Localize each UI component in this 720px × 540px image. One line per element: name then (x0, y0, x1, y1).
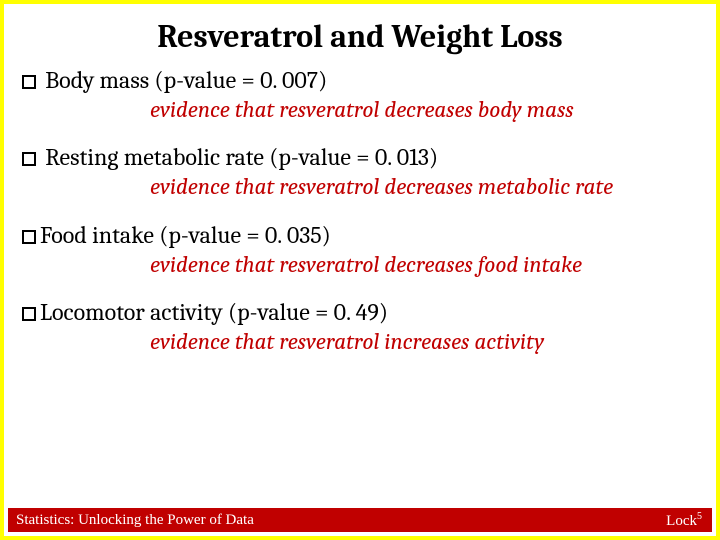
heading-text: Body mass (p-value = 0. 007) (40, 66, 327, 94)
slide-container: Resveratrol and Weight Loss Body mass (p… (0, 0, 720, 540)
square-bullet-icon (22, 152, 36, 166)
slide-title: Resveratrol and Weight Loss (4, 4, 716, 65)
content-area: Body mass (p-value = 0. 007) evidence th… (4, 65, 716, 357)
footer-right-base: Lock (666, 513, 697, 529)
footer-bar: Statistics: Unlocking the Power of Data … (8, 508, 712, 532)
square-bullet-icon (22, 230, 36, 244)
footer-left-text: Statistics: Unlocking the Power of Data (16, 512, 254, 529)
item-heading: Locomotor activity (p-value = 0. 49) (22, 297, 698, 328)
footer-right-sup: 5 (697, 511, 702, 522)
list-item: Resting metabolic rate (p-value = 0. 013… (22, 142, 698, 201)
list-item: Food intake (p-value = 0. 035) evidence … (22, 220, 698, 279)
heading-text: Food intake (p-value = 0. 035) (40, 221, 331, 249)
footer-right-text: Lock5 (666, 511, 702, 530)
item-evidence: evidence that resveratrol increases acti… (150, 328, 698, 357)
item-heading: Body mass (p-value = 0. 007) (22, 65, 698, 96)
item-heading: Resting metabolic rate (p-value = 0. 013… (22, 142, 698, 173)
heading-text: Resting metabolic rate (p-value = 0. 013… (40, 143, 438, 171)
square-bullet-icon (22, 307, 36, 321)
square-bullet-icon (22, 75, 36, 89)
item-evidence: evidence that resveratrol decreases meta… (150, 173, 698, 202)
list-item: Body mass (p-value = 0. 007) evidence th… (22, 65, 698, 124)
item-evidence: evidence that resveratrol decreases food… (150, 251, 698, 280)
list-item: Locomotor activity (p-value = 0. 49) evi… (22, 297, 698, 356)
item-evidence: evidence that resveratrol decreases body… (150, 96, 698, 125)
heading-text: Locomotor activity (p-value = 0. 49) (40, 298, 388, 326)
item-heading: Food intake (p-value = 0. 035) (22, 220, 698, 251)
